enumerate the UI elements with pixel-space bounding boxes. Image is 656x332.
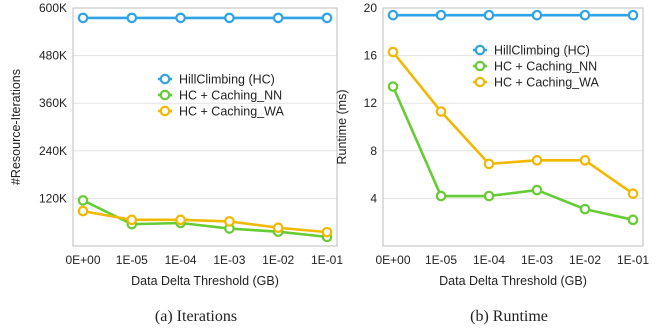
data-point — [387, 9, 399, 21]
legend-marker — [474, 76, 486, 88]
legend-marker — [159, 89, 171, 101]
data-point — [272, 12, 284, 24]
data-point — [627, 214, 639, 226]
legend-entry: HC + Caching_NN — [494, 60, 597, 74]
y-axis-label: #Resource-Iterations — [9, 69, 23, 185]
data-point — [483, 9, 495, 21]
legend-marker — [159, 73, 171, 85]
data-point — [126, 12, 138, 24]
y-tick-label: 360K — [39, 96, 67, 110]
y-tick-label: 240K — [39, 144, 67, 158]
data-point — [435, 9, 447, 21]
data-point — [77, 205, 89, 217]
legend-entry: HillClimbing (HC) — [179, 73, 275, 87]
y-tick-label: 600K — [39, 1, 67, 15]
data-point — [77, 12, 89, 24]
data-point — [483, 158, 495, 170]
series-line-3 — [391, 51, 634, 195]
x-tick-label: 1E-02 — [569, 253, 601, 267]
figure-caption: (a) Iterations — [155, 308, 237, 325]
y-tick-label: 120K — [39, 191, 67, 205]
data-point — [224, 12, 235, 24]
x-tick-label: 1E-05 — [425, 253, 457, 267]
data-point — [321, 226, 333, 238]
data-point — [627, 188, 639, 199]
legend-entry: HC + Caching_WA — [179, 105, 284, 119]
legend-entry: HC + Caching_WA — [494, 76, 599, 90]
legend-marker — [474, 60, 486, 72]
plot-frame — [382, 7, 644, 247]
figure-caption: (b) Runtime — [470, 308, 548, 325]
legend-entry: HillClimbing (HC) — [494, 44, 590, 58]
y-tick-label: 12 — [364, 96, 378, 110]
data-point — [175, 12, 186, 24]
series-line-2 — [82, 199, 328, 239]
plot-frame — [72, 7, 338, 247]
data-point — [483, 190, 495, 202]
legend: HillClimbing (HC) HC + Caching_NN HC + Cac… — [473, 44, 599, 90]
x-axis-label: Data Delta Threshold (GB) — [439, 274, 587, 288]
y-tick-label: 8 — [370, 144, 377, 158]
data-point — [579, 9, 591, 21]
x-tick-label: 1E-03 — [213, 253, 245, 267]
data-point — [272, 222, 284, 234]
data-point — [627, 9, 639, 21]
data-point — [579, 155, 591, 166]
chart-panel-iterations: 120K 240K 360K 480K 600K 0E+00 1E-05 1E-04 1E-03… — [9, 1, 343, 325]
data-point — [579, 203, 591, 215]
data-point — [435, 190, 447, 202]
data-point — [175, 214, 186, 226]
y-tick-label: 16 — [364, 49, 378, 63]
legend-marker — [474, 44, 486, 56]
data-point — [531, 9, 543, 21]
legend-entry: HC + Caching_NN — [179, 89, 282, 103]
data-point — [224, 216, 235, 227]
x-tick-label: 1E-01 — [311, 253, 343, 267]
legend-marker — [159, 105, 171, 117]
x-tick-label: 0E+00 — [375, 253, 410, 267]
x-tick-label: 1E-01 — [617, 253, 649, 267]
x-tick-label: 1E-03 — [521, 253, 553, 267]
data-point — [387, 81, 399, 92]
series-line-2 — [391, 86, 634, 222]
x-tick-label: 1E-05 — [116, 253, 148, 267]
x-tick-label: 1E-04 — [165, 253, 197, 267]
data-point — [435, 106, 447, 117]
y-tick-label: 20 — [364, 1, 378, 15]
data-point — [77, 195, 89, 206]
chart-panel-runtime: 4 8 12 16 20 0E+00 1E-05 1E-04 1E-03 1E-02 1E-01 Da… — [335, 1, 649, 325]
legend: HillClimbing (HC) HC + Caching_NN HC + Cac… — [158, 73, 284, 119]
data-point — [531, 155, 543, 166]
y-axis-label: Runtime (ms) — [335, 89, 349, 164]
data-point — [321, 12, 333, 24]
x-tick-label: 1E-02 — [262, 253, 294, 267]
data-point — [531, 184, 543, 196]
data-point — [387, 46, 399, 58]
x-tick-label: 1E-04 — [473, 253, 505, 267]
x-tick-label: 0E+00 — [65, 253, 100, 267]
y-tick-label: 4 — [370, 191, 377, 205]
y-tick-label: 480K — [39, 49, 67, 63]
x-axis-label: Data Delta Threshold (GB) — [131, 274, 279, 288]
series-line-3 — [82, 209, 328, 234]
data-point — [126, 214, 138, 226]
